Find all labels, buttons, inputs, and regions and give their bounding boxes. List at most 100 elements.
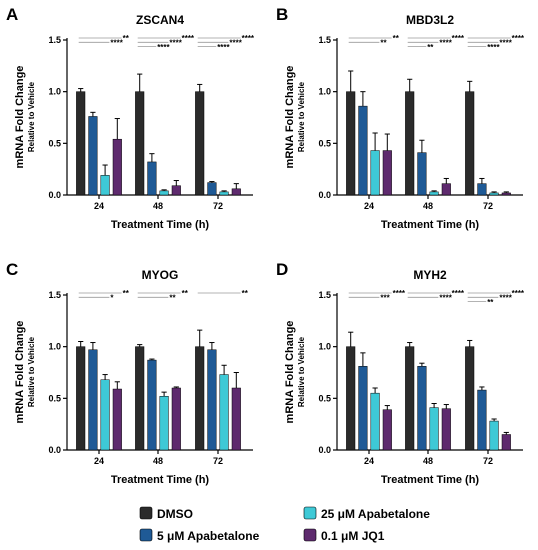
- bar: [147, 359, 157, 451]
- y-axis-label: mRNA Fold Change: [284, 321, 296, 424]
- significance-stars: ****: [439, 294, 452, 303]
- significance-stars: ****: [182, 34, 195, 43]
- y-tick-label: 0.0: [318, 445, 331, 455]
- y-axis-label: mRNA Fold Change: [14, 66, 26, 169]
- y-tick-label: 1.5: [318, 290, 331, 300]
- bar: [231, 188, 241, 196]
- y-tick-label: 1.5: [48, 35, 61, 45]
- panel-letter: A: [6, 5, 18, 24]
- significance-stars: ****: [393, 289, 406, 298]
- y-tick-label: 1.0: [318, 342, 331, 352]
- bar: [477, 389, 487, 451]
- bar: [100, 379, 110, 451]
- chart-title: MBD3L2: [406, 13, 454, 27]
- bar: [231, 387, 241, 451]
- y-axis-sublabel: Relative to Vehicle: [27, 336, 36, 407]
- y-axis-sublabel: Relative to Vehicle: [297, 81, 306, 152]
- bar: [159, 190, 169, 196]
- bar: [76, 346, 86, 451]
- bar: [195, 91, 205, 196]
- y-tick-label: 1.5: [48, 290, 61, 300]
- bar: [370, 150, 380, 196]
- bar: [465, 346, 475, 451]
- y-tick-label: 0.0: [318, 190, 331, 200]
- chart-title: MYOG: [142, 268, 179, 282]
- panel-letter: B: [276, 5, 288, 24]
- bar: [441, 408, 451, 451]
- bar: [501, 434, 511, 451]
- legend-swatch: [303, 506, 317, 520]
- legend-swatch: [139, 528, 153, 542]
- y-tick-label: 1.0: [48, 342, 61, 352]
- bar: [171, 387, 181, 451]
- x-tick-label: 24: [364, 456, 374, 466]
- x-axis-label: Treatment Time (h): [381, 219, 480, 231]
- chart-title: ZSCAN4: [136, 13, 184, 27]
- bar: [88, 116, 98, 196]
- bar: [171, 185, 181, 196]
- bar: [147, 161, 157, 196]
- bar: [346, 346, 356, 451]
- legend-swatch: [303, 528, 317, 542]
- significance-stars: ****: [487, 43, 500, 52]
- bar: [358, 366, 368, 451]
- bar: [112, 138, 122, 196]
- significance-stars: ****: [452, 34, 465, 43]
- bar: [370, 392, 380, 451]
- significance-stars: ****: [512, 34, 525, 43]
- bar: [429, 191, 439, 196]
- y-tick-label: 0.5: [318, 393, 331, 403]
- x-tick-label: 48: [153, 456, 163, 466]
- legend-swatch: [139, 506, 153, 520]
- x-tick-label: 48: [423, 456, 433, 466]
- y-axis-sublabel: Relative to Vehicle: [297, 336, 306, 407]
- y-axis-label: mRNA Fold Change: [14, 321, 26, 424]
- bar: [76, 91, 86, 196]
- significance-stars: *: [110, 294, 114, 303]
- bar: [195, 346, 205, 451]
- significance-stars: ****: [512, 289, 525, 298]
- significance-stars: **: [242, 289, 249, 298]
- panel-d: D MYH2 0.0 0.5 1.0 1.5 mRNA Fold Change Relativ…: [276, 260, 525, 486]
- bar: [405, 91, 415, 196]
- bar: [219, 191, 229, 196]
- bar: [382, 150, 392, 196]
- significance-stars: **: [123, 34, 130, 43]
- bar: [207, 349, 217, 451]
- bar: [100, 175, 110, 196]
- significance-stars: **: [182, 289, 189, 298]
- legend-label: 0.1 μM JQ1: [321, 529, 385, 543]
- significance-stars: ****: [157, 43, 170, 52]
- significance-stars: ****: [217, 43, 230, 52]
- significance-stars: **: [487, 298, 494, 307]
- legend: DMSO 5 μM Apabetalone 25 μM Apabetalone 0.1…: [139, 506, 430, 543]
- y-tick-label: 0.5: [318, 138, 331, 148]
- y-axis-label: mRNA Fold Change: [284, 66, 296, 169]
- x-tick-label: 48: [153, 201, 163, 211]
- legend-item: 25 μM Apabetalone: [303, 506, 430, 521]
- legend-item: DMSO: [139, 506, 193, 521]
- legend-label: DMSO: [157, 507, 193, 521]
- bar: [441, 183, 451, 196]
- bar: [417, 366, 427, 451]
- bar: [358, 105, 368, 196]
- bar: [382, 409, 392, 451]
- bar: [417, 152, 427, 196]
- legend-item: 0.1 μM JQ1: [303, 528, 385, 543]
- significance-stars: **: [427, 43, 434, 52]
- chart-title: MYH2: [413, 268, 447, 282]
- significance-stars: ****: [439, 39, 452, 48]
- bar: [429, 407, 439, 451]
- x-tick-label: 72: [213, 456, 223, 466]
- significance-stars: **: [169, 294, 176, 303]
- significance-stars: ****: [242, 34, 255, 43]
- y-tick-label: 0.0: [48, 445, 61, 455]
- significance-stars: ****: [452, 289, 465, 298]
- legend-item: 5 μM Apabetalone: [139, 528, 260, 543]
- panel-a: A ZSCAN4 0.0 0.5 1.0 1.5 mRNA Fold Change Relat…: [6, 5, 255, 231]
- y-tick-label: 0.5: [48, 138, 61, 148]
- bar: [159, 396, 169, 451]
- bar: [477, 183, 487, 196]
- x-tick-label: 48: [423, 201, 433, 211]
